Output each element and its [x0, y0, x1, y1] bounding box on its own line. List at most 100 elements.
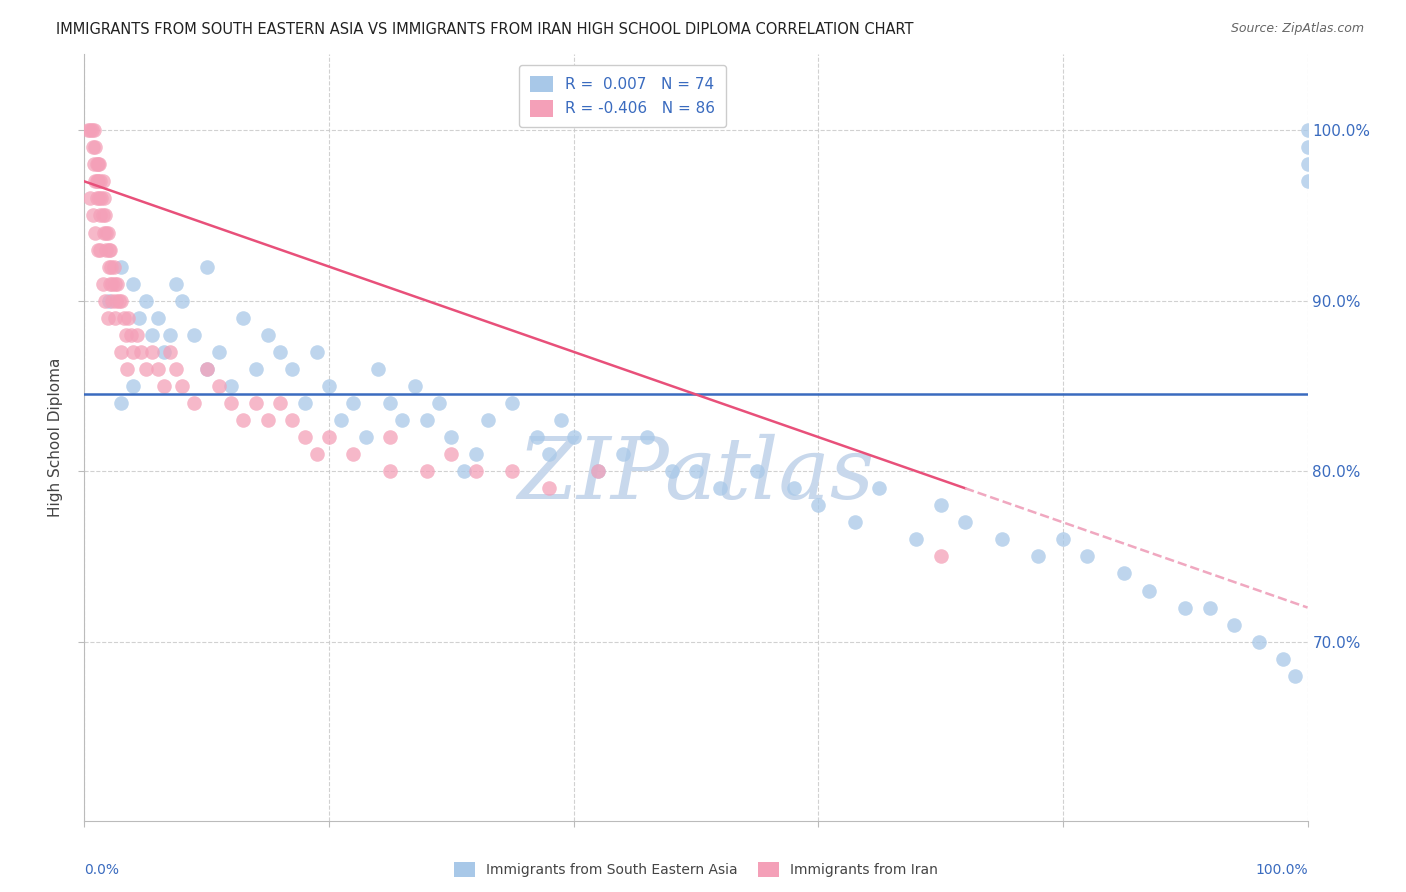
Point — [929, 498, 952, 512]
Point — [257, 327, 280, 342]
Point — [135, 293, 157, 308]
Point — [120, 327, 142, 342]
Point — [91, 209, 114, 223]
Point — [83, 123, 105, 137]
Point — [110, 293, 132, 308]
Point — [153, 344, 176, 359]
Point — [550, 413, 572, 427]
Point — [844, 516, 866, 530]
Point — [89, 243, 111, 257]
Point — [440, 447, 463, 461]
Legend: Immigrants from South Eastern Asia, Immigrants from Iran: Immigrants from South Eastern Asia, Immi… — [449, 857, 943, 883]
Point — [709, 481, 731, 495]
Point — [562, 430, 585, 444]
Y-axis label: High School Diploma: High School Diploma — [48, 358, 63, 516]
Point — [464, 464, 486, 478]
Point — [1052, 533, 1074, 547]
Point — [1296, 174, 1319, 188]
Point — [342, 447, 364, 461]
Point — [526, 430, 548, 444]
Point — [87, 191, 110, 205]
Point — [929, 549, 952, 564]
Point — [380, 430, 402, 444]
Point — [159, 327, 181, 342]
Point — [1296, 123, 1319, 137]
Point — [110, 396, 132, 410]
Point — [125, 327, 148, 342]
Point — [165, 362, 187, 376]
Point — [86, 157, 108, 171]
Point — [97, 226, 120, 240]
Point — [318, 379, 340, 393]
Point — [82, 140, 104, 154]
Point — [1076, 549, 1098, 564]
Point — [135, 362, 157, 376]
Point — [685, 464, 707, 478]
Point — [87, 157, 110, 171]
Point — [661, 464, 683, 478]
Point — [869, 481, 891, 495]
Point — [195, 362, 218, 376]
Point — [115, 327, 138, 342]
Point — [97, 243, 120, 257]
Point — [146, 310, 169, 325]
Point — [1114, 566, 1136, 581]
Point — [330, 413, 353, 427]
Point — [97, 293, 120, 308]
Point — [391, 413, 413, 427]
Point — [294, 396, 316, 410]
Point — [257, 413, 280, 427]
Point — [1174, 600, 1197, 615]
Point — [84, 226, 107, 240]
Point — [117, 310, 139, 325]
Point — [122, 344, 145, 359]
Point — [427, 396, 450, 410]
Point — [281, 413, 304, 427]
Point — [107, 293, 129, 308]
Point — [141, 327, 163, 342]
Point — [97, 310, 120, 325]
Point — [380, 464, 402, 478]
Point — [305, 344, 328, 359]
Point — [141, 344, 163, 359]
Point — [96, 226, 118, 240]
Point — [110, 260, 132, 274]
Point — [195, 260, 218, 274]
Point — [84, 174, 107, 188]
Point — [245, 396, 267, 410]
Point — [453, 464, 475, 478]
Text: ZIPatlas: ZIPatlas — [517, 434, 875, 516]
Point — [219, 379, 242, 393]
Point — [208, 344, 231, 359]
Point — [101, 293, 124, 308]
Point — [165, 277, 187, 291]
Point — [128, 310, 150, 325]
Point — [342, 396, 364, 410]
Point — [93, 226, 115, 240]
Point — [1296, 140, 1319, 154]
Point — [79, 123, 101, 137]
Point — [636, 430, 658, 444]
Point — [183, 396, 205, 410]
Point — [1198, 600, 1220, 615]
Point — [416, 413, 439, 427]
Point — [87, 243, 110, 257]
Point — [94, 209, 117, 223]
Point — [86, 174, 108, 188]
Point — [245, 362, 267, 376]
Point — [586, 464, 609, 478]
Point — [89, 174, 111, 188]
Point — [380, 396, 402, 410]
Point — [1137, 583, 1160, 598]
Point — [195, 362, 218, 376]
Point — [294, 430, 316, 444]
Point — [77, 123, 100, 137]
Point — [538, 481, 561, 495]
Point — [305, 447, 328, 461]
Point — [1028, 549, 1050, 564]
Point — [1272, 651, 1295, 665]
Point — [464, 447, 486, 461]
Point — [1247, 634, 1270, 648]
Point — [502, 464, 524, 478]
Point — [97, 260, 120, 274]
